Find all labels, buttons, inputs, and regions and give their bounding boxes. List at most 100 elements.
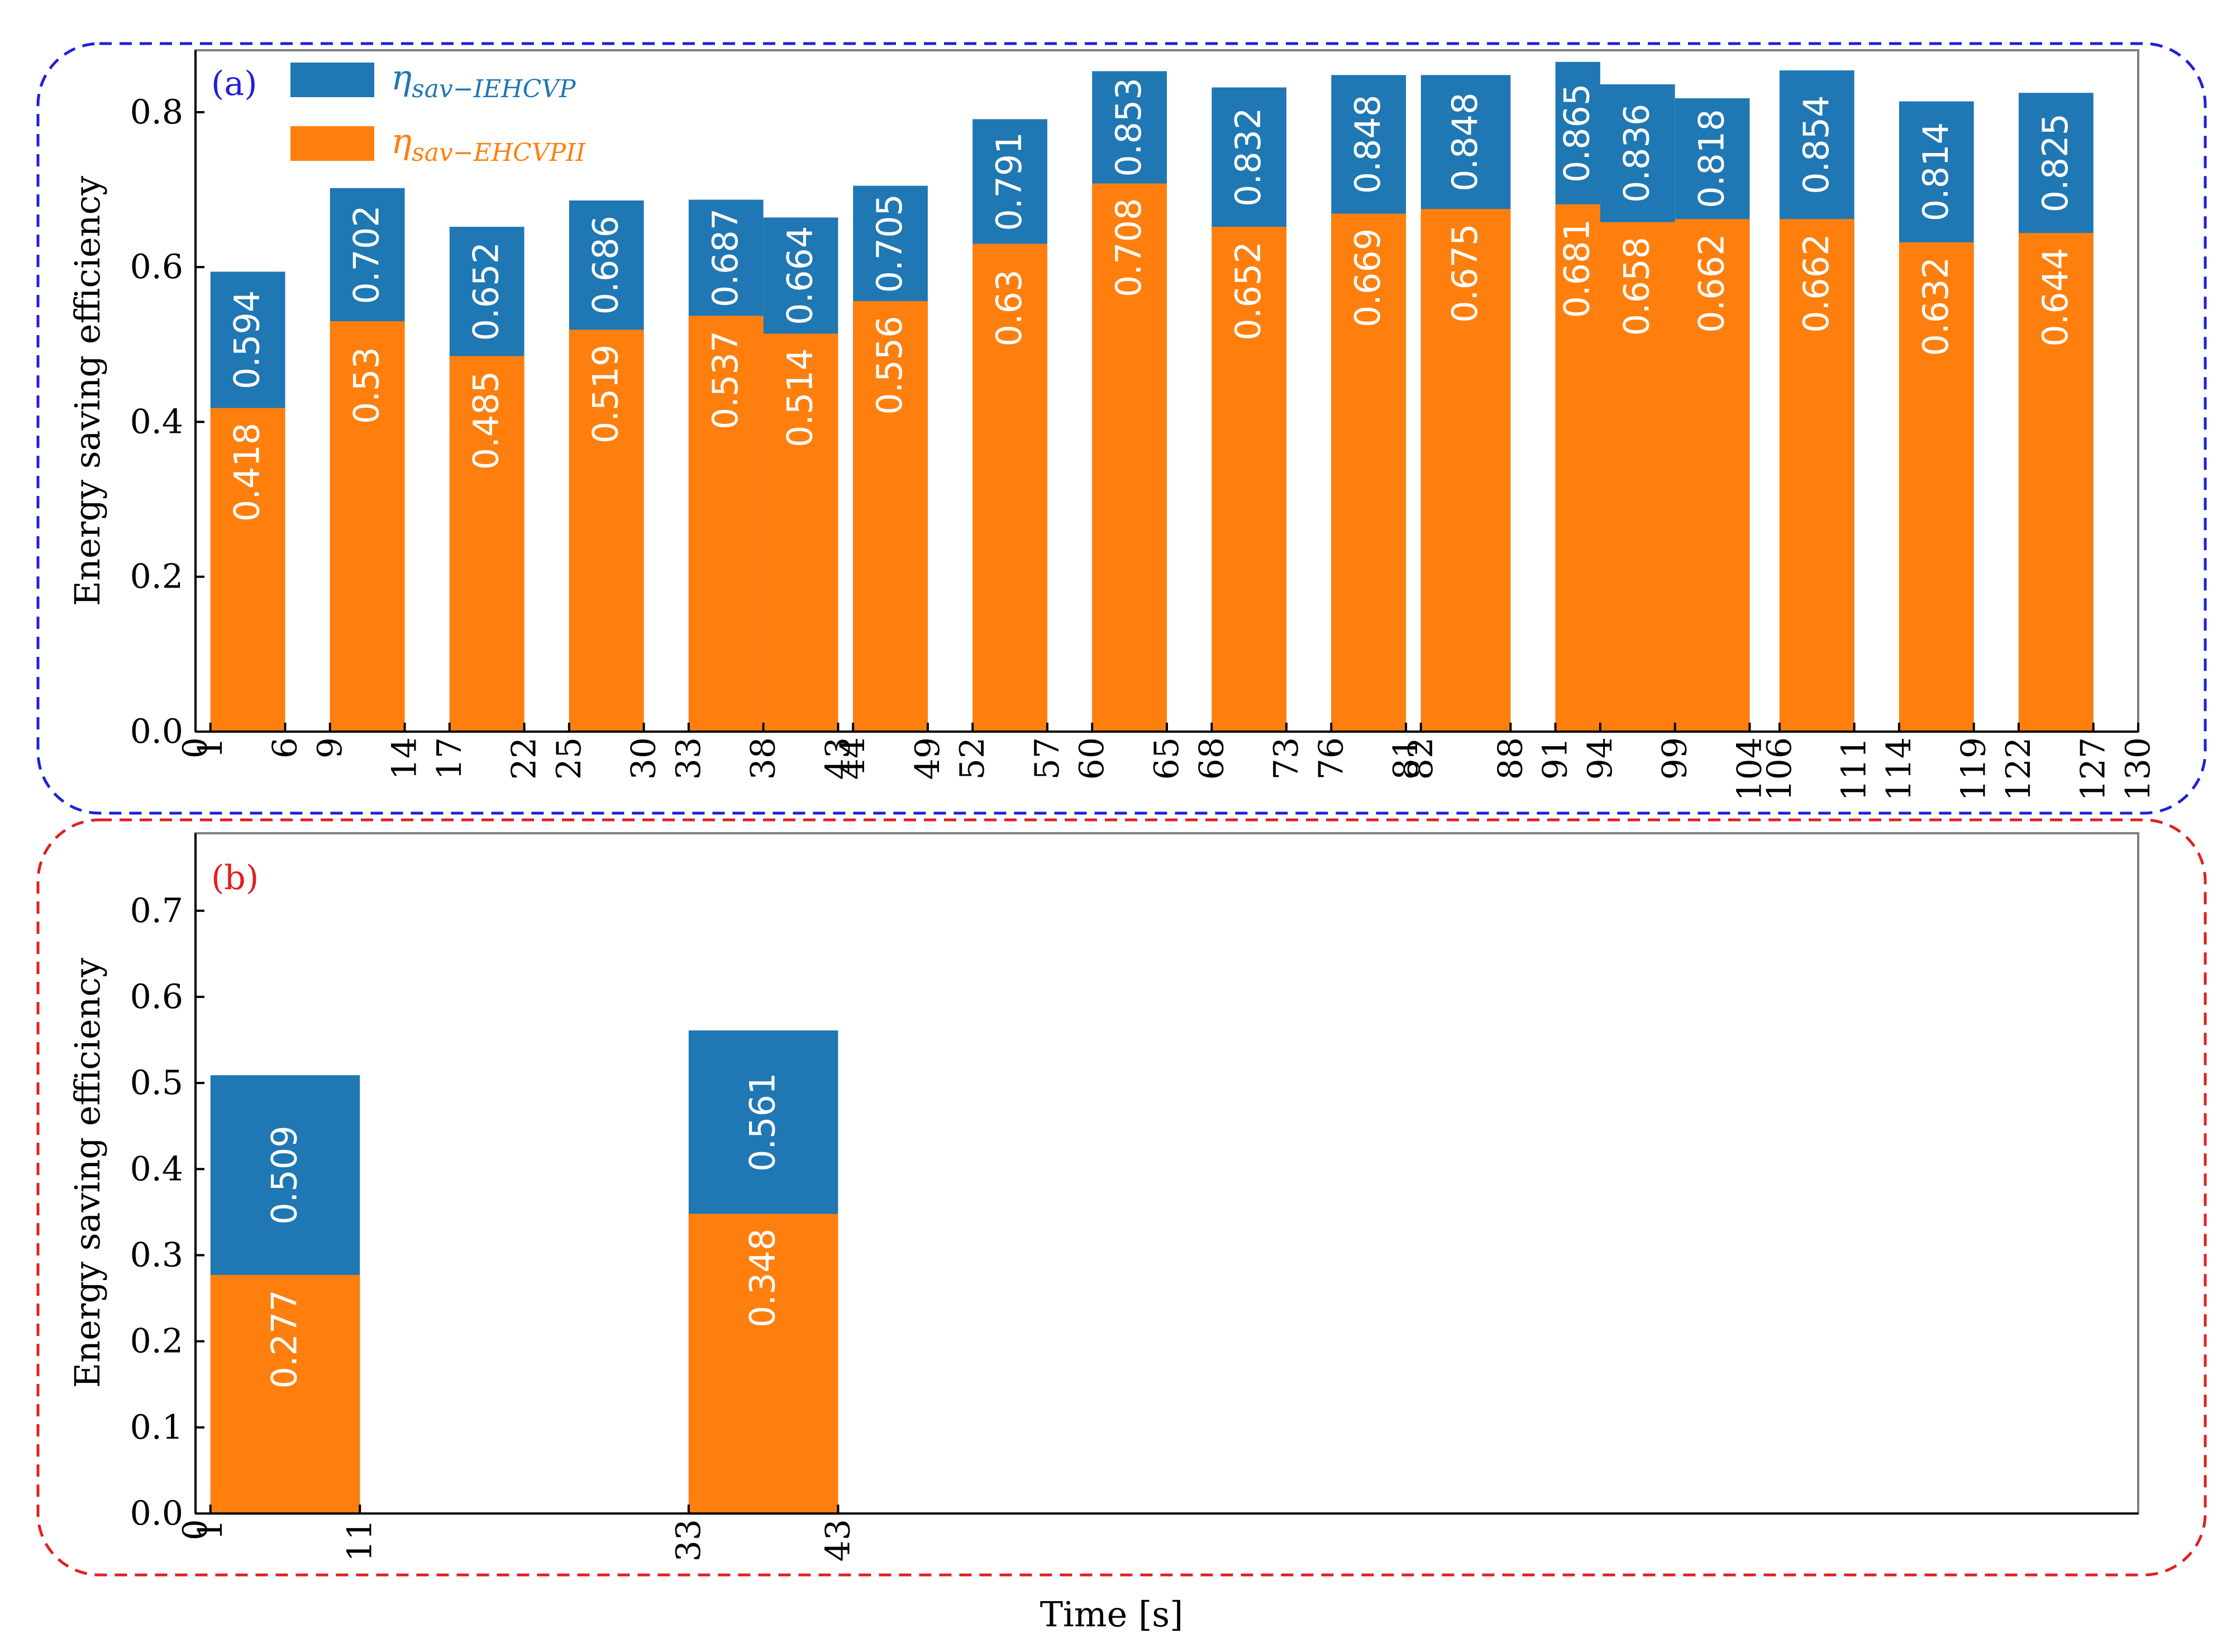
panel-a-label: (a): [211, 64, 258, 103]
panel-a-xtick-label-34: 130: [2119, 737, 2158, 801]
panel-a-label-ieh-16: 0.814: [1915, 122, 1956, 222]
panel-a-label-ieh-4: 0.687: [705, 208, 746, 307]
legend-ehc-symbol: η: [391, 121, 412, 161]
panel-a-xtick-label-14: 52: [953, 737, 992, 780]
panel-a-ytick-label-3: 0.6: [130, 247, 183, 287]
panel-a-bar-ehc-4: [688, 316, 764, 732]
legend-ieh-sub: sav−IEHCVP: [412, 75, 576, 103]
panel-b-xtick-label-3: 33: [669, 1519, 708, 1562]
panel-b-ytick-label-4: 0.4: [130, 1149, 183, 1188]
panel-a-xtick-label-7: 25: [550, 737, 589, 780]
panel-a-y-ticks: 0.0 0.2 0.4 0.6 0.8: [130, 93, 204, 751]
legend: ηsav−IEHCVP ηsav−EHCVPII: [290, 57, 587, 167]
panel-a-xtick-label-21: 81: [1386, 737, 1425, 780]
panel-a-label-ehc-2: 0.485: [466, 371, 507, 470]
panel-a-label-ieh-0: 0.594: [227, 290, 268, 390]
panel-a-label-ieh-14: 0.818: [1691, 109, 1732, 208]
panel-a-xtick-label-9: 33: [669, 737, 708, 780]
panel-b-xtick-label-4: 43: [818, 1519, 857, 1562]
panel-a-xtick-label-18: 68: [1192, 737, 1231, 780]
panel-b-ylabel: Energy saving efficiency: [67, 958, 108, 1388]
panel-a-bars: 0.594 0.418 0.702 0.53 0.652 0.485 0.686 0.519 0…: [210, 61, 2094, 732]
panel-a-label-ieh-11: 0.848: [1444, 93, 1485, 192]
panel-a-xtick-label-16: 60: [1072, 737, 1112, 780]
panel-a-label-ieh-2: 0.652: [466, 242, 507, 341]
panel-a-bar-ehc-14: [1675, 219, 1750, 732]
panel-b-x-ticks: 01 11 33 43: [176, 1505, 857, 1562]
panel-a-ylabel: Energy saving efficiency: [67, 176, 108, 606]
panel-a-label-ehc-6: 0.556: [869, 316, 910, 415]
panel-a-xtick-label-6: 22: [505, 737, 544, 780]
panel-a-label-ehc-13: 0.658: [1617, 237, 1657, 336]
x-axis-title: Time [s]: [1040, 1594, 1184, 1635]
panel-a-xtick-label-4: 14: [385, 737, 425, 780]
panel-b-label: (b): [211, 858, 259, 897]
panel-a-bar-ehc-13: [1600, 222, 1675, 732]
panel-a-bar-ehc-10: [1331, 213, 1406, 732]
panel-b-border: [36, 818, 2207, 1577]
panel-b-bars: 0.509 0.277 0.561 0.348: [210, 1030, 838, 1513]
panel-b-xtick-label-1: 1: [191, 1519, 230, 1540]
panel-a-xtick-label-26: 99: [1656, 737, 1695, 780]
panel-a-xtick-label-25: 94: [1581, 737, 1620, 780]
panel-a-xtick-label-11: 43: [818, 737, 857, 780]
panel-b-ytick-label-5: 0.5: [130, 1063, 183, 1102]
panel-a-xtick-label-3: 9: [311, 737, 350, 758]
panel-a-xtick-label-5: 17: [430, 737, 469, 780]
panel-a-label-ehc-5: 0.514: [780, 348, 821, 448]
panel-a-ytick-label-0: 0.0: [130, 712, 183, 751]
panel-a-xtick-label-33: 127: [2074, 737, 2113, 801]
panel-a-label-ieh-1: 0.702: [346, 205, 387, 304]
panel-a-label-ieh-7: 0.791: [989, 132, 1029, 231]
panel-a-bar-ehc-16: [1899, 242, 1974, 732]
panel-a-xtick-label-32: 122: [1999, 737, 2038, 801]
panel-b-label-ehc-0: 0.277: [264, 1290, 305, 1389]
panel-a-xtick-label-10: 38: [744, 737, 783, 780]
panel-a-ytick-label-2: 0.4: [130, 402, 183, 441]
panel-a-xtick-label-31: 119: [1954, 737, 1994, 801]
panel-a-bar-ehc-12: [1555, 204, 1600, 732]
panel-a: 0.5940.4180.7020.530.6520.4850.6860.5190…: [67, 49, 2158, 801]
panel-a-ytick-label-4: 0.8: [130, 93, 183, 132]
panel-b-ytick-label-1: 0.1: [130, 1408, 183, 1447]
panel-a-label-ieh-12: 0.865: [1557, 84, 1598, 183]
panel-a-label-ehc-14: 0.662: [1691, 233, 1732, 333]
panel-a-xtick-label-28: 106: [1760, 737, 1799, 801]
legend-ieh-label: ηsav−IEHCVP: [391, 57, 576, 103]
panel-a-bar-ehc-15: [1779, 219, 1854, 732]
legend-ieh-symbol: η: [391, 57, 412, 98]
panel-b-bar-ehc-0: [210, 1274, 360, 1513]
panel-a-bar-ehc-1: [330, 321, 405, 732]
panel-a-bar-ehc-3: [569, 330, 644, 732]
panel-a-label-ehc-15: 0.662: [1796, 233, 1837, 333]
panel-a-bar-ehc-7: [972, 243, 1047, 732]
panel-a-label-ehc-9: 0.652: [1228, 241, 1269, 341]
panel-b-xtick-label-2: 11: [340, 1519, 379, 1562]
panel-a-xtick-label-2: 6: [266, 737, 305, 758]
panel-a-xtick-label-20: 76: [1312, 737, 1351, 780]
panel-a-label-ehc-0: 0.418: [227, 423, 268, 522]
panel-a-label-ieh-9: 0.832: [1228, 108, 1269, 207]
panel-a-xtick-label-13: 49: [908, 737, 947, 780]
panel-a-xtick-label-17: 65: [1147, 737, 1186, 780]
panel-b-ytick-label-0: 0.0: [130, 1494, 183, 1533]
panel-a-label-ehc-8: 0.708: [1108, 198, 1149, 298]
panel-b-label-ieh-0: 0.509: [264, 1125, 305, 1225]
panel-a-label-ehc-10: 0.669: [1347, 228, 1388, 327]
panel-a-label-ehc-17: 0.644: [2035, 247, 2076, 347]
panel-b-ytick-label-6: 0.6: [130, 977, 183, 1016]
panel-a-label-ieh-15: 0.854: [1796, 95, 1837, 194]
panel-a-bar-ehc-8: [1092, 183, 1167, 732]
panel-a-label-ieh-8: 0.853: [1108, 78, 1149, 177]
panel-a-label-ehc-16: 0.632: [1915, 257, 1956, 356]
panel-a-xtick-label-24: 91: [1536, 737, 1575, 780]
panel-b-label-ieh-1: 0.561: [742, 1073, 783, 1172]
panel-b-ytick-label-3: 0.3: [130, 1235, 183, 1274]
panel-a-label-ieh-10: 0.848: [1347, 95, 1388, 194]
panel-a-label-ieh-13: 0.836: [1617, 104, 1657, 203]
panel-a-bar-ehc-11: [1420, 209, 1511, 732]
panel-a-xtick-label-15: 57: [1028, 737, 1067, 780]
panel-a-xtick-label-29: 111: [1835, 737, 1874, 801]
panel-b-ytick-label-2: 0.2: [130, 1322, 183, 1361]
